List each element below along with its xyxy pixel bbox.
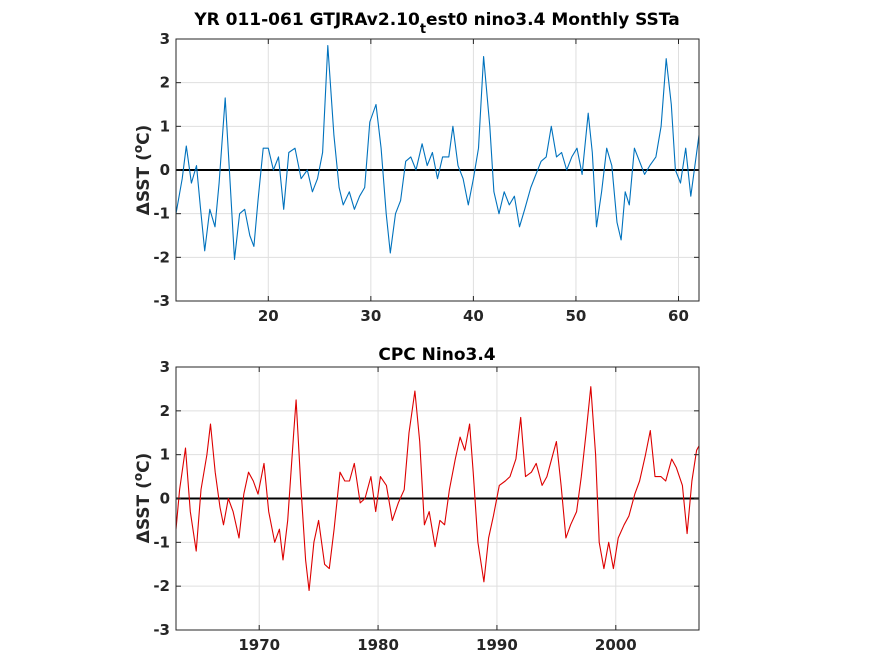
- top-chart-ylabel-superscript: o: [131, 145, 145, 153]
- bottom-chart-xtick-label: 2000: [595, 636, 637, 654]
- top-chart-title-main: YR 011-061 GTJRAv2.10: [193, 10, 420, 30]
- bottom-chart-series-line: [175, 386, 700, 592]
- top-chart-xtick-label: 20: [258, 307, 279, 325]
- bottom-chart-title: CPC Nino3.4: [378, 345, 495, 365]
- bottom-chart-ytick-label: -1: [153, 533, 170, 551]
- top-chart-ytick-label: 0: [160, 161, 170, 179]
- top-chart-ytick-label: 1: [160, 117, 170, 135]
- bottom-chart-ytick-label: 3: [160, 358, 170, 376]
- top-chart-xtick-label: 60: [668, 307, 689, 325]
- bottom-chart-xtick-label: 1980: [357, 636, 399, 654]
- top-chart-title-subscript: t: [420, 22, 426, 37]
- bottom-chart-ytick-label: 1: [160, 446, 170, 464]
- top-chart-ytick-label: 2: [160, 74, 170, 92]
- top-chart-x-ticks: 20 30 40 50 60: [258, 39, 689, 325]
- bottom-chart-y-ticks: -3 -2 -1 0 1 2 3: [153, 358, 699, 639]
- top-chart-ytick-label: -1: [153, 205, 170, 223]
- bottom-chart-x-ticks: 1970 1980 1990 2000: [238, 367, 637, 654]
- bottom-chart-ytick-label: 2: [160, 402, 170, 420]
- bottom-chart-ylabel-end: C): [134, 453, 154, 473]
- bottom-chart-ytick-label: -2: [153, 577, 170, 595]
- top-chart-ytick-label: -3: [153, 292, 170, 310]
- bottom-chart-ytick-label: 0: [160, 490, 170, 508]
- bottom-chart-ytick-label: -3: [153, 621, 170, 639]
- top-chart-ytick-label: -2: [153, 248, 170, 266]
- top-chart-series-line: [175, 45, 700, 261]
- bottom-chart-ylabel-main: ΔSST (: [134, 481, 154, 543]
- bottom-chart-xtick-label: 1970: [238, 636, 280, 654]
- bottom-chart-xtick-label: 1990: [476, 636, 518, 654]
- top-chart: YR 011-061 GTJRAv2.10test0 nino3.4 Month…: [131, 10, 700, 325]
- top-chart-title: YR 011-061 GTJRAv2.10test0 nino3.4 Month…: [193, 10, 679, 37]
- top-chart-xtick-label: 30: [360, 307, 381, 325]
- bottom-chart-ylabel: ΔSST (oC): [131, 453, 154, 544]
- top-chart-y-ticks: -3 -2 -1 0 1 2 3: [153, 30, 699, 310]
- top-chart-ytick-label: 3: [160, 30, 170, 48]
- top-chart-title-rest: est0 nino3.4 Monthly SSTa: [426, 10, 680, 30]
- bottom-chart-ylabel-superscript: o: [131, 473, 145, 481]
- top-chart-ylabel-main: ΔSST (: [134, 153, 154, 215]
- top-chart-xtick-label: 40: [463, 307, 484, 325]
- top-chart-xtick-label: 50: [566, 307, 587, 325]
- top-chart-ylabel: ΔSST (oC): [131, 125, 154, 216]
- top-chart-ylabel-end: C): [134, 125, 154, 145]
